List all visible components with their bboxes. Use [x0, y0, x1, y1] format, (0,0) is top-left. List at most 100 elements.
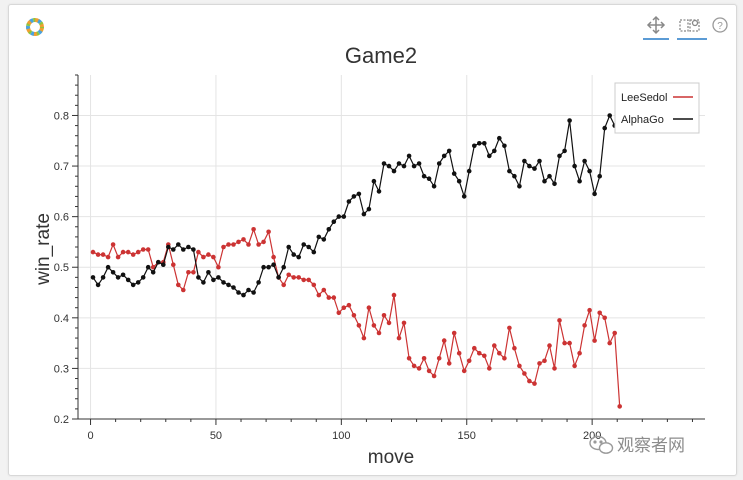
- data-point-alphago: [557, 153, 562, 159]
- box-zoom-tool-button[interactable]: [677, 19, 707, 40]
- data-point-leesedol: [171, 262, 176, 268]
- data-point-leesedol: [451, 330, 457, 336]
- x-tick-label: 200: [583, 430, 601, 442]
- data-point-alphago: [291, 252, 297, 257]
- data-point-leesedol: [216, 264, 221, 270]
- data-point-leesedol: [572, 363, 577, 369]
- data-point-alphago: [130, 282, 136, 288]
- data-point-alphago: [156, 259, 161, 265]
- pan-tool-button[interactable]: [643, 15, 669, 40]
- data-point-leesedol: [206, 252, 211, 257]
- data-point-alphago: [522, 158, 527, 164]
- data-point-alphago: [607, 113, 612, 118]
- data-point-leesedol: [597, 310, 602, 316]
- data-point-leesedol: [90, 249, 96, 255]
- data-point-leesedol: [547, 343, 552, 348]
- data-point-leesedol: [181, 287, 186, 293]
- data-point-leesedol: [466, 358, 472, 364]
- data-point-leesedol: [512, 345, 517, 351]
- data-point-alphago: [336, 214, 342, 219]
- data-point-leesedol: [411, 363, 417, 369]
- box-zoom-icon: [679, 19, 700, 32]
- legend-box: [614, 82, 700, 134]
- help-icon: ?: [712, 17, 728, 33]
- data-point-alphago: [386, 163, 392, 169]
- data-point-alphago: [451, 171, 457, 176]
- data-point-leesedol: [472, 345, 477, 351]
- data-point-alphago: [461, 194, 467, 199]
- data-point-leesedol: [617, 404, 622, 409]
- y-tick-label: 0.2: [54, 414, 69, 426]
- data-point-leesedol: [291, 275, 297, 280]
- data-point-alphago: [532, 166, 537, 171]
- data-point-alphago: [236, 290, 241, 295]
- data-point-leesedol: [145, 247, 151, 252]
- x-tick-label: 150: [458, 430, 476, 442]
- data-point-alphago: [597, 173, 602, 179]
- data-point-alphago: [216, 275, 221, 280]
- data-point-leesedol: [135, 249, 141, 255]
- data-point-alphago: [311, 249, 317, 255]
- data-point-alphago: [537, 158, 542, 164]
- data-point-alphago: [256, 280, 261, 285]
- data-point-leesedol: [607, 340, 612, 346]
- data-point-leesedol: [115, 254, 121, 260]
- watermark-text: 观察者网: [617, 436, 685, 456]
- series-line-alphago: [92, 114, 620, 296]
- data-point-leesedol: [557, 318, 562, 323]
- data-point-alphago: [251, 290, 256, 295]
- data-point-leesedol: [311, 282, 317, 288]
- data-point-leesedol: [542, 358, 547, 364]
- data-point-alphago: [145, 264, 151, 270]
- data-point-leesedol: [396, 335, 402, 341]
- data-point-leesedol: [577, 350, 582, 356]
- data-point-leesedol: [191, 270, 196, 275]
- data-point-leesedol: [231, 242, 236, 247]
- data-point-alphago: [261, 264, 266, 270]
- data-point-leesedol: [386, 320, 392, 326]
- data-point-leesedol: [602, 315, 607, 321]
- data-point-leesedol: [221, 244, 226, 250]
- data-point-alphago: [361, 211, 367, 217]
- data-point-alphago: [582, 158, 587, 164]
- data-point-leesedol: [361, 335, 367, 341]
- data-point-alphago: [517, 184, 522, 189]
- data-point-leesedol: [522, 371, 527, 376]
- data-point-leesedol: [281, 282, 287, 288]
- series-line-leesedol: [92, 227, 621, 407]
- data-point-alphago: [125, 277, 131, 283]
- data-point-leesedol: [150, 264, 156, 270]
- data-point-alphago: [226, 282, 231, 288]
- data-point-leesedol: [331, 295, 337, 300]
- data-point-leesedol: [582, 323, 587, 328]
- data-point-alphago: [321, 237, 327, 242]
- data-point-leesedol: [416, 366, 422, 371]
- data-point-leesedol: [346, 302, 352, 308]
- data-point-alphago: [406, 153, 412, 159]
- data-point-alphago: [391, 168, 397, 174]
- data-point-alphago: [351, 194, 357, 199]
- data-point-leesedol: [517, 363, 522, 369]
- data-point-alphago: [547, 173, 552, 179]
- data-point-alphago: [562, 148, 567, 154]
- data-point-alphago: [356, 191, 362, 197]
- plot-frame: ? Game2 0 50 100 150 200 0.2 0.3 0.4 0.5 0.6 0.7 0.…: [8, 4, 737, 476]
- chart: ? Game2 0 50 100 150 200 0.2 0.3 0.4 0.5 0.6 0.7 0.…: [26, 15, 728, 468]
- data-point-alphago: [396, 161, 402, 166]
- data-point-leesedol: [100, 252, 106, 257]
- data-point-leesedol: [336, 310, 342, 316]
- data-point-leesedol: [502, 356, 507, 361]
- data-point-alphago: [376, 189, 382, 194]
- y-axis-label: win_rate: [33, 213, 54, 286]
- x-tick-label: 50: [210, 430, 222, 442]
- data-point-leesedol: [562, 340, 567, 346]
- help-button[interactable]: ?: [712, 17, 728, 33]
- data-point-leesedol: [426, 368, 432, 374]
- data-point-alphago: [326, 227, 332, 232]
- data-point-leesedol: [176, 282, 181, 288]
- data-point-leesedol: [391, 292, 397, 298]
- data-point-alphago: [572, 163, 577, 169]
- data-point-alphago: [90, 275, 96, 280]
- data-point-leesedol: [456, 350, 462, 356]
- data-point-leesedol: [482, 353, 487, 359]
